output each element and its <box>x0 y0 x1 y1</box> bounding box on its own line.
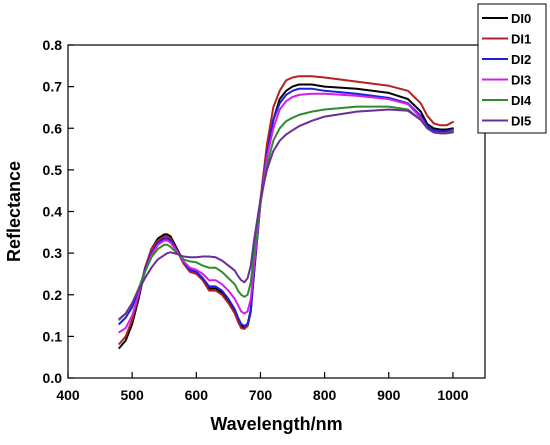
legend-label-di1: DI1 <box>511 32 531 47</box>
legend-label-di5: DI5 <box>511 114 531 129</box>
series-line-di3 <box>118 92 454 334</box>
legend-label-di2: DI2 <box>511 52 531 67</box>
x-tick-label: 400 <box>56 387 80 403</box>
y-axis-ticks: 0.0 0.1 0.2 0.3 0.4 0.5 0.6 0.7 0.8 <box>43 37 74 386</box>
y-tick-label: 0.8 <box>43 37 63 53</box>
y-tick-label: 0.2 <box>43 287 63 303</box>
y-axis-title: Reflectance <box>4 161 24 262</box>
x-tick-label: 500 <box>120 387 144 403</box>
y-tick-label: 0.1 <box>43 328 63 344</box>
y-tick-label: 0.0 <box>43 370 63 386</box>
series-line-di2 <box>118 87 454 327</box>
x-tick-label: 700 <box>249 387 273 403</box>
y-tick-label: 0.3 <box>43 245 63 261</box>
legend: DI0 DI1 DI2 DI3 DI4 DI5 <box>477 3 547 134</box>
x-tick-label: 900 <box>377 387 401 403</box>
x-axis-title: Wavelength/nm <box>210 414 342 434</box>
x-tick-label: 600 <box>185 387 209 403</box>
legend-label-di0: DI0 <box>511 11 531 26</box>
series-line-di5 <box>118 108 454 320</box>
y-tick-label: 0.6 <box>43 120 63 136</box>
x-axis-ticks: 400 500 600 700 800 900 1000 <box>56 372 469 403</box>
legend-box <box>477 3 547 134</box>
x-tick-label: 1000 <box>437 387 468 403</box>
x-tick-label: 800 <box>313 387 337 403</box>
series-lines <box>118 75 454 349</box>
legend-label-di4: DI4 <box>511 93 532 108</box>
y-tick-label: 0.5 <box>43 162 63 178</box>
series-line-di0 <box>118 83 454 349</box>
series-line-di4 <box>118 105 454 321</box>
y-tick-label: 0.7 <box>43 79 63 95</box>
series-line-di1 <box>118 75 454 345</box>
legend-label-di3: DI3 <box>511 73 531 88</box>
y-tick-label: 0.4 <box>43 204 63 220</box>
